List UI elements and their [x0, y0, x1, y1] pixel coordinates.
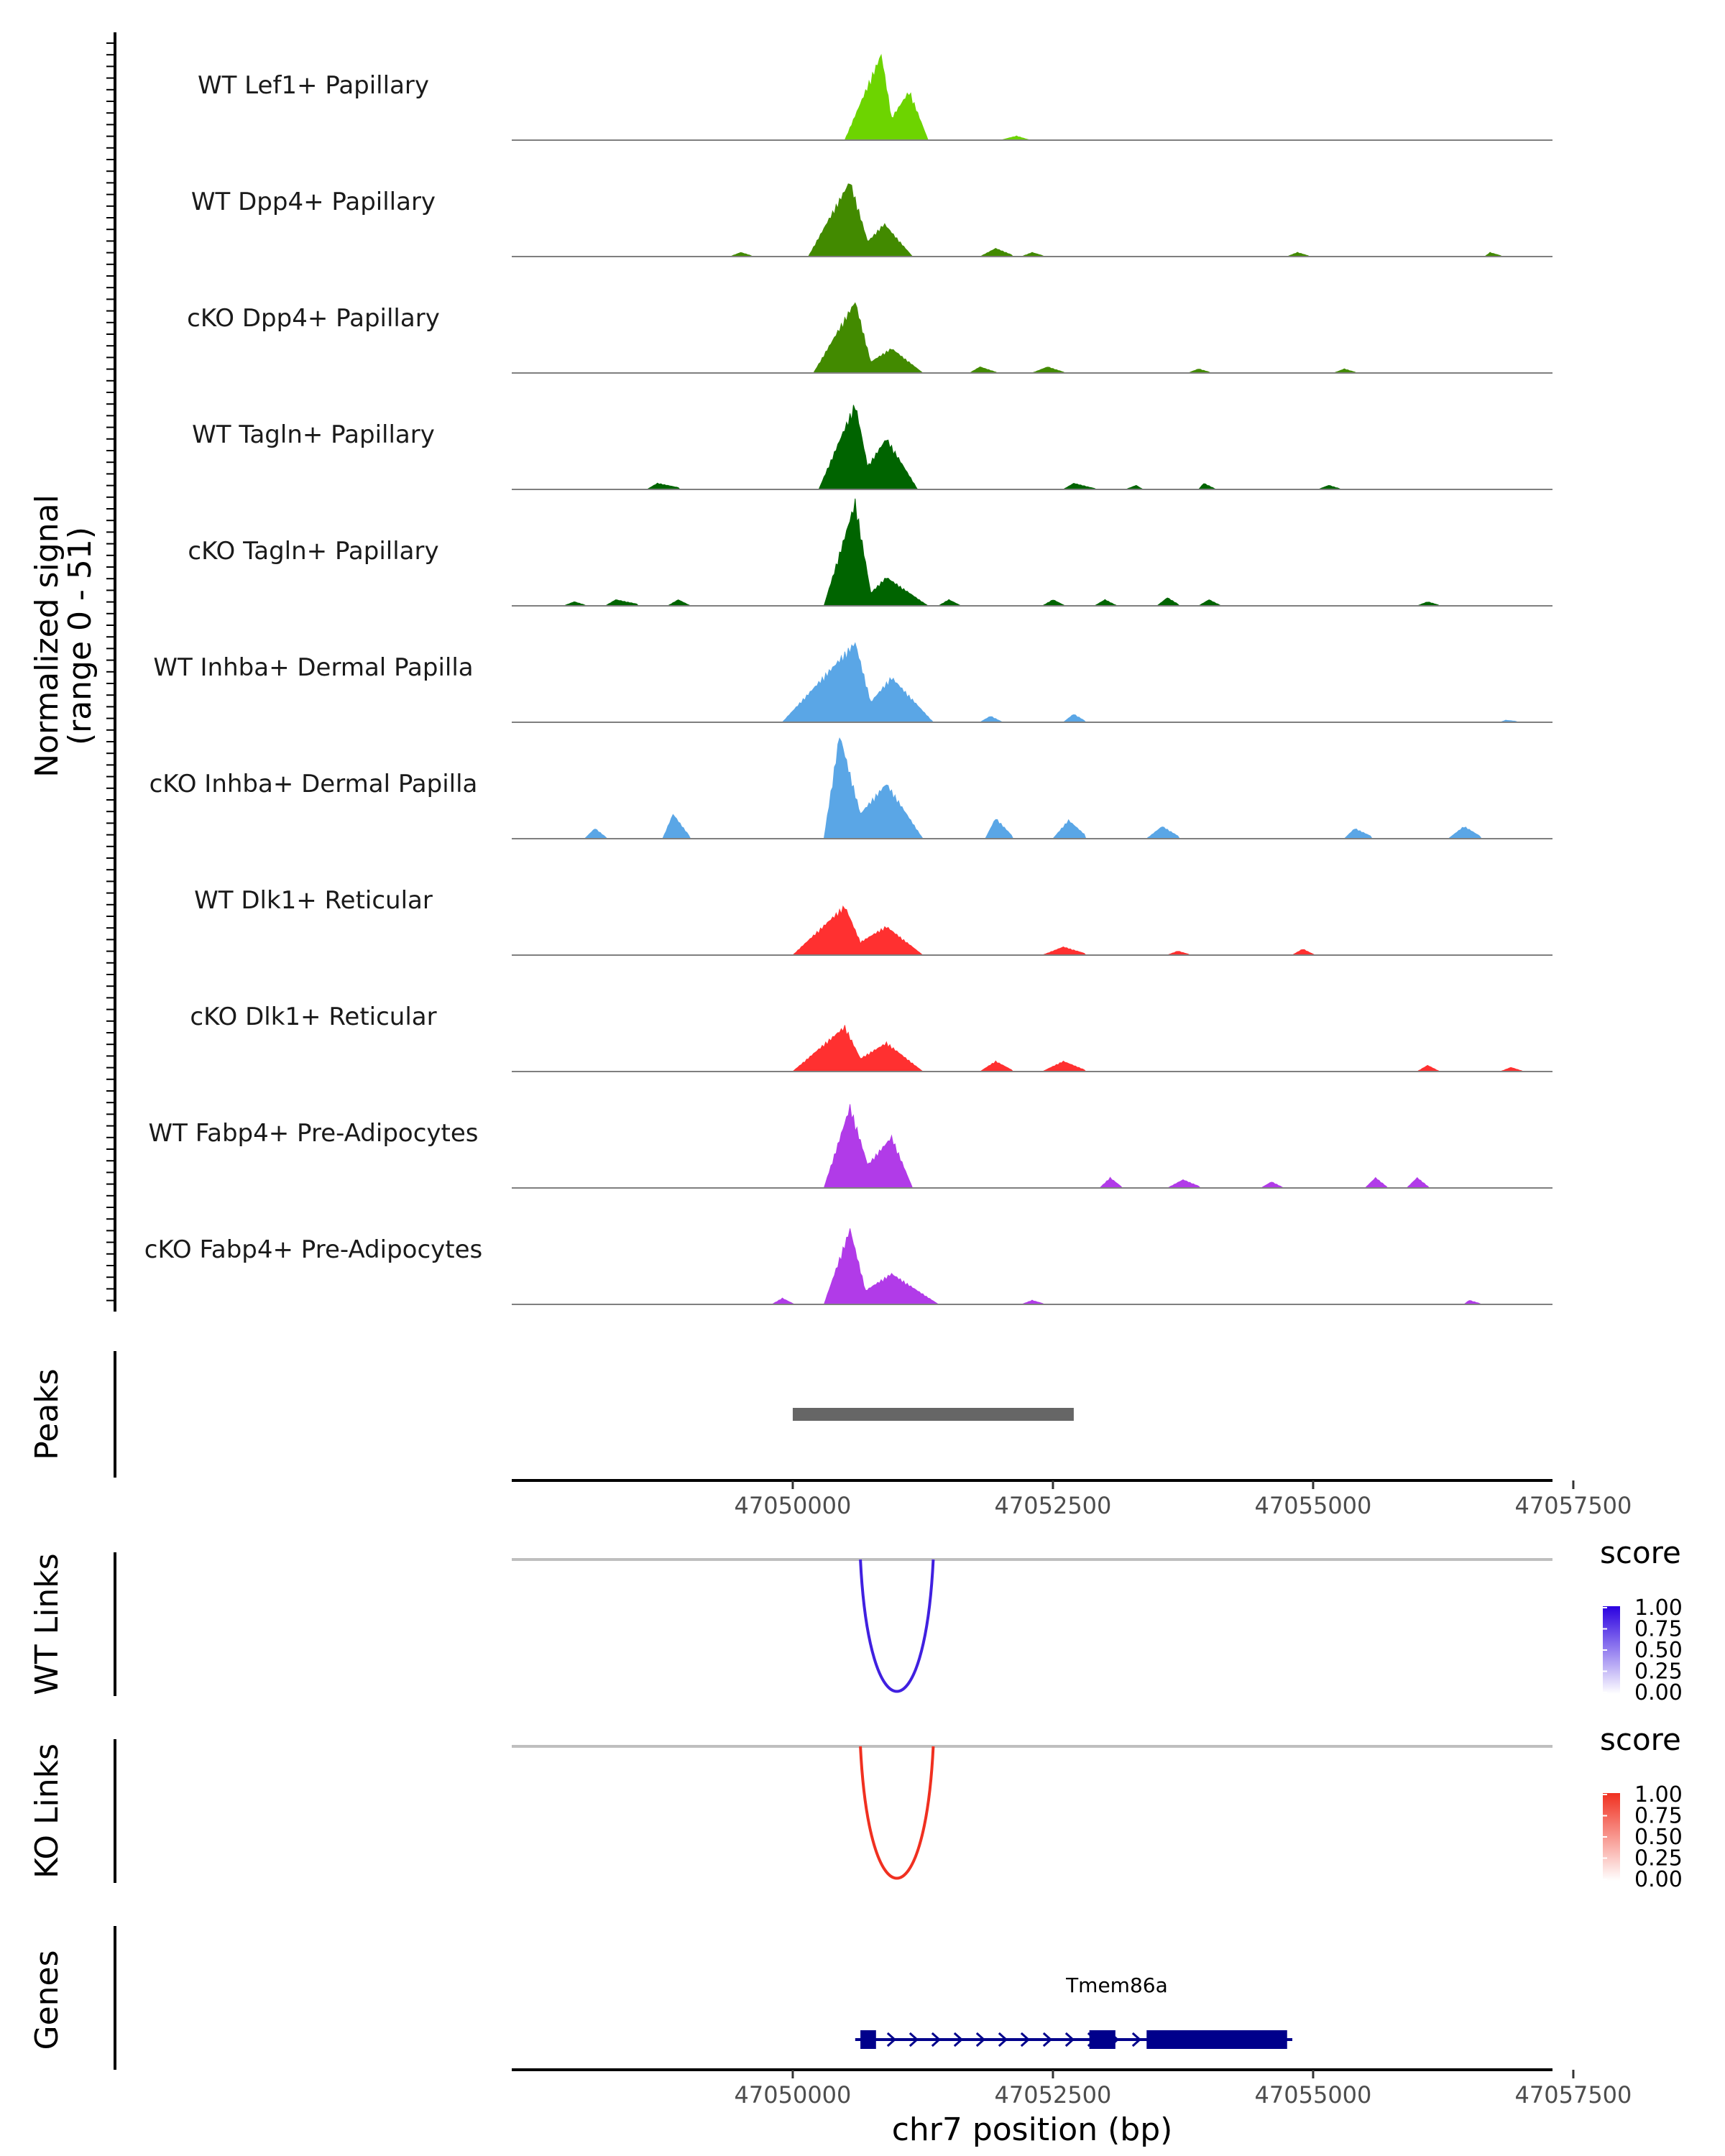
coverage-signal-area: [512, 905, 1552, 956]
coverage-signal-area: [512, 1228, 1552, 1305]
gene-models: Tmem86a: [855, 1973, 1292, 2049]
x-axis-label: chr7 position (bp): [892, 2111, 1173, 2148]
coverage-signal-area: [512, 53, 1552, 141]
x-tick-label: 47052500: [995, 2081, 1112, 2109]
coverage-track-wt-dlk1-reticular: WT Dlk1+ Reticular: [194, 886, 1552, 956]
coverage-track-label: cKO Fabp4+ Pre-Adipocytes: [144, 1235, 483, 1264]
coverage-signal-area: [512, 642, 1552, 723]
coverage-track-label: WT Dlk1+ Reticular: [194, 886, 433, 915]
coverage-signal-area: [512, 498, 1552, 607]
legend-tick-label: 0.75: [1634, 1804, 1683, 1829]
coverage-track-label: cKO Tagln+ Papillary: [188, 537, 438, 566]
genes-x-ticks: 47050000 47052500 47055000 47057500: [735, 2070, 1632, 2109]
coverage-track-wt-dpp4-papillary: WT Dpp4+ Papillary: [191, 183, 1552, 257]
gene-strand-arrow: [908, 2032, 919, 2047]
gene-exon: [1146, 2030, 1287, 2049]
peaks-track-label: Peaks: [29, 1368, 65, 1460]
x-tick-label: 47052500: [995, 1492, 1112, 1519]
gene-exon: [1089, 2030, 1116, 2049]
coverage-ylabel: Normalized signal: [29, 494, 65, 778]
link-arc: [859, 1559, 935, 1693]
coverage-track-wt-fabp4-pre-adipocytes: WT Fabp4+ Pre-Adipocytes: [149, 1104, 1552, 1189]
legend-tick-label: 0.50: [1634, 1638, 1683, 1663]
coverage-track-label: cKO Inhba+ Dermal Papilla: [150, 770, 478, 798]
wt-links-arcs: [512, 1558, 1552, 1693]
legend-tick-label: 1.00: [1634, 1595, 1683, 1621]
legend-tick-label: 1.00: [1634, 1782, 1683, 1807]
x-tick-label: 47057500: [1515, 1492, 1632, 1519]
coverage-track-wt-tagln-papillary: WT Tagln+ Papillary: [192, 405, 1552, 490]
coverage-track-cko-fabp4-pre-adipocytes: cKO Fabp4+ Pre-Adipocytes: [144, 1228, 1552, 1305]
gene-name-label: Tmem86a: [1065, 1973, 1168, 1997]
x-tick-label: 47055000: [1255, 1492, 1372, 1519]
gene-strand-arrow: [931, 2032, 942, 2047]
x-tick-label: 47050000: [735, 1492, 852, 1519]
coverage-track-label: WT Tagln+ Papillary: [192, 420, 435, 449]
coverage-signal-area: [512, 1025, 1552, 1072]
gene-strand-arrow: [975, 2032, 986, 2047]
gene-strand-arrow: [886, 2032, 897, 2047]
legend-tick-label: 0.25: [1634, 1846, 1683, 1871]
coverage-track-label: cKO Dlk1+ Reticular: [190, 1003, 436, 1031]
ko-links-arcs: [512, 1745, 1552, 1880]
peaks-intervals: [792, 1408, 1074, 1421]
coverage-signal-area: [512, 183, 1552, 257]
ko-links-legend: score 1.000.750.500.250.00: [1600, 1722, 1683, 1892]
peaks-x-ticks: 47050000 47052500 47055000 47057500: [735, 1480, 1632, 1519]
x-tick-label: 47055000: [1255, 2081, 1372, 2109]
coverage-track-wt-inhba-dermal-papilla: WT Inhba+ Dermal Papilla: [153, 642, 1552, 723]
coverage-ylabel-range: (range 0 - 51): [62, 527, 98, 745]
wt-links-legend: score 1.000.750.500.250.00: [1600, 1535, 1683, 1705]
legend-tick-label: 0.75: [1634, 1617, 1683, 1642]
gene-strand-arrow: [1020, 2032, 1031, 2047]
coverage-track-label: WT Dpp4+ Papillary: [191, 188, 436, 216]
coverage-track-label: WT Fabp4+ Pre-Adipocytes: [149, 1119, 479, 1148]
coverage-signal-area: [512, 737, 1552, 839]
coverage-tracks: WT Lef1+ Papillary WT Dpp4+ Papillary cKO …: [144, 53, 1552, 1305]
legend-tick-label: 0.50: [1634, 1825, 1683, 1850]
gene-exon: [860, 2030, 876, 2049]
gene-strand-arrow: [998, 2032, 1008, 2047]
coverage-track-cko-dlk1-reticular: cKO Dlk1+ Reticular: [190, 1003, 1552, 1072]
gene-strand-arrow: [953, 2032, 964, 2047]
coverage-signal-area: [512, 302, 1552, 374]
coverage-track-label: WT Inhba+ Dermal Papilla: [153, 653, 473, 682]
coverage-signal-area: [512, 405, 1552, 490]
coverage-track-label: cKO Dpp4+ Papillary: [187, 304, 440, 333]
wt-links-track-label: WT Links: [29, 1553, 65, 1695]
legend-title: score: [1600, 1535, 1681, 1570]
gene-strand-arrow: [1064, 2032, 1075, 2047]
coverage-track-wt-lef1-papillary: WT Lef1+ Papillary: [198, 53, 1552, 141]
coverage-track-cko-dpp4-papillary: cKO Dpp4+ Papillary: [187, 302, 1552, 374]
coverage-track-cko-inhba-dermal-papilla: cKO Inhba+ Dermal Papilla: [150, 737, 1552, 839]
legend-title: score: [1600, 1722, 1681, 1757]
legend-tick-label: 0.00: [1634, 1867, 1683, 1892]
legend-tick-label: 0.00: [1634, 1680, 1683, 1705]
gene-strand-arrow: [1131, 2032, 1142, 2047]
peak-interval: [792, 1408, 1074, 1421]
ko-links-track-label: KO Links: [29, 1743, 65, 1879]
legend-tick-label: 0.25: [1634, 1659, 1683, 1685]
coverage-track-cko-tagln-papillary: cKO Tagln+ Papillary: [188, 498, 1552, 607]
x-tick-label: 47050000: [735, 2081, 852, 2109]
gene-strand-arrow: [1042, 2032, 1053, 2047]
coverage-track-label: WT Lef1+ Papillary: [198, 71, 429, 100]
x-tick-label: 47057500: [1515, 2081, 1632, 2109]
genes-track-label: Genes: [29, 1950, 65, 2050]
coverage-signal-area: [512, 1104, 1552, 1189]
coverage-y-ticks: [106, 42, 115, 1302]
link-arc: [859, 1746, 935, 1880]
